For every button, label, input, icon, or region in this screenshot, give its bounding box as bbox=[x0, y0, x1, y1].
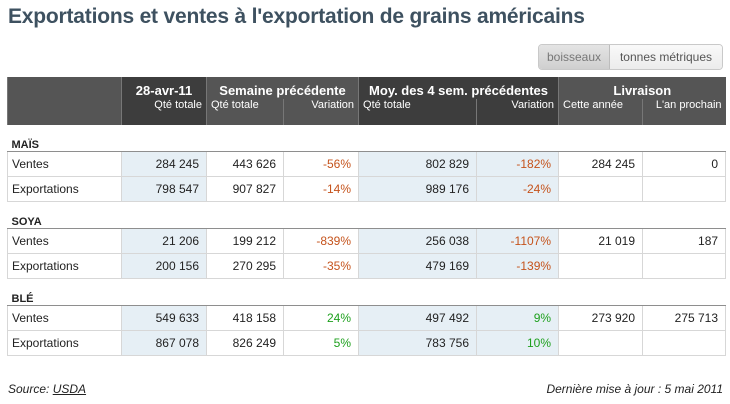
row-label: Exportations bbox=[7, 253, 122, 279]
source-label: Source: bbox=[8, 382, 50, 396]
header-previous-week: Semaine précédente bbox=[205, 77, 359, 99]
cell-this-year: 273 920 bbox=[558, 305, 644, 331]
cell-this-year: 21 019 bbox=[558, 228, 644, 254]
cell-avg-qty: 989 176 bbox=[358, 176, 478, 202]
table-row: Exportations 867 078 826 249 5% 783 756 … bbox=[7, 330, 727, 356]
cell-avg-variation: -182% bbox=[476, 151, 560, 177]
table-row: Ventes 284 245 443 626 -56% 802 829 -182… bbox=[7, 151, 727, 177]
source-link-usda[interactable]: USDA bbox=[52, 382, 87, 396]
cell-avg-qty: 256 038 bbox=[358, 228, 478, 254]
row-label: Ventes bbox=[7, 151, 122, 177]
cell-avg-variation: -24% bbox=[476, 176, 560, 202]
cell-qty: 284 245 bbox=[121, 151, 207, 177]
cell-next-year: 0 bbox=[642, 151, 727, 177]
row-label: Exportations bbox=[7, 330, 122, 356]
row-label: Ventes bbox=[7, 305, 122, 331]
cell-prev-qty: 826 249 bbox=[206, 330, 284, 356]
table-row: Exportations 200 156 270 295 -35% 479 16… bbox=[7, 253, 727, 279]
section-header-wheat: BLÉ bbox=[7, 289, 726, 306]
cell-this-year: 284 245 bbox=[558, 151, 644, 177]
subheader-prev-qty: Qté totale bbox=[206, 99, 284, 125]
row-label: Exportations bbox=[7, 176, 122, 202]
subheader-this-year: Cette année bbox=[558, 99, 643, 125]
table-row: Ventes 21 206 199 212 -839% 256 038 -110… bbox=[7, 228, 727, 254]
cell-avg-variation: 10% bbox=[476, 330, 560, 356]
cell-avg-qty: 802 829 bbox=[358, 151, 478, 177]
section-header-soy: SOYA bbox=[7, 212, 726, 229]
header-row-groups: 28-avr-11 Semaine précédente Moy. des 4 … bbox=[7, 77, 726, 125]
row-label: Ventes bbox=[7, 228, 122, 254]
cell-avg-variation: 9% bbox=[476, 305, 560, 331]
cell-next-year: 187 bbox=[642, 228, 727, 254]
table-row: Exportations 798 547 907 827 -14% 989 17… bbox=[7, 176, 727, 202]
table-row: Ventes 549 633 418 158 24% 497 492 9% 27… bbox=[7, 305, 727, 331]
subheader-prev-variation: Variation bbox=[282, 99, 359, 125]
cell-avg-qty: 479 169 bbox=[358, 253, 478, 279]
cell-avg-qty: 783 756 bbox=[358, 330, 478, 356]
cell-qty: 200 156 bbox=[121, 253, 207, 279]
cell-this-year bbox=[558, 330, 644, 356]
subheader-avg-variation: Variation bbox=[476, 99, 559, 125]
subheader-current-qty: Qté totale bbox=[121, 99, 207, 125]
cell-prev-variation: 5% bbox=[283, 330, 360, 356]
cell-avg-variation: -139% bbox=[476, 253, 560, 279]
cell-prev-qty: 270 295 bbox=[206, 253, 284, 279]
cell-qty: 549 633 bbox=[121, 305, 207, 331]
cell-prev-qty: 443 626 bbox=[206, 151, 284, 177]
cell-avg-variation: -1107% bbox=[476, 228, 560, 254]
section-title: MAÏS bbox=[7, 135, 726, 152]
header-delivery: Livraison bbox=[558, 77, 726, 99]
cell-prev-variation: -56% bbox=[283, 151, 360, 177]
cell-prev-variation: -839% bbox=[283, 228, 360, 254]
cell-next-year bbox=[642, 253, 727, 279]
header-four-week-average: Moy. des 4 sem. précédentes bbox=[358, 77, 559, 99]
unit-option-metric-tonnes[interactable]: tonnes métriques bbox=[610, 45, 722, 69]
cell-prev-variation: -35% bbox=[283, 253, 360, 279]
cell-prev-variation: -14% bbox=[283, 176, 360, 202]
last-updated: Dernière mise à jour : 5 mai 2011 bbox=[546, 382, 723, 396]
cell-this-year bbox=[558, 176, 644, 202]
subheader-next-year: L'an prochain bbox=[642, 99, 726, 125]
cell-qty: 21 206 bbox=[121, 228, 207, 254]
header-row-subcolumns: Qté totale Qté totale Variation Qté tota… bbox=[8, 99, 726, 125]
header-current-week: 28-avr-11 bbox=[121, 77, 207, 99]
page-title: Exportations et ventes à l'exportation d… bbox=[8, 5, 585, 28]
cell-qty: 867 078 bbox=[121, 330, 207, 356]
cell-prev-qty: 199 212 bbox=[206, 228, 284, 254]
section-title: BLÉ bbox=[7, 289, 726, 306]
cell-next-year bbox=[642, 330, 727, 356]
section-title: SOYA bbox=[7, 212, 726, 229]
cell-next-year: 275 713 bbox=[642, 305, 727, 331]
unit-toggle: boisseaux tonnes métriques bbox=[538, 44, 723, 70]
cell-avg-qty: 497 492 bbox=[358, 305, 478, 331]
cell-prev-qty: 907 827 bbox=[206, 176, 284, 202]
cell-next-year bbox=[642, 176, 727, 202]
grain-export-table: 28-avr-11 Semaine précédente Moy. des 4 … bbox=[7, 77, 727, 356]
subheader-avg-qty: Qté totale bbox=[358, 99, 477, 125]
cell-this-year bbox=[558, 253, 644, 279]
header-label-column bbox=[7, 77, 122, 125]
unit-option-bushels[interactable]: boisseaux bbox=[539, 45, 610, 69]
section-header-corn: MAÏS bbox=[7, 135, 726, 152]
source-note: Source: USDA bbox=[8, 382, 86, 396]
cell-qty: 798 547 bbox=[121, 176, 207, 202]
cell-prev-qty: 418 158 bbox=[206, 305, 284, 331]
cell-prev-variation: 24% bbox=[283, 305, 360, 331]
